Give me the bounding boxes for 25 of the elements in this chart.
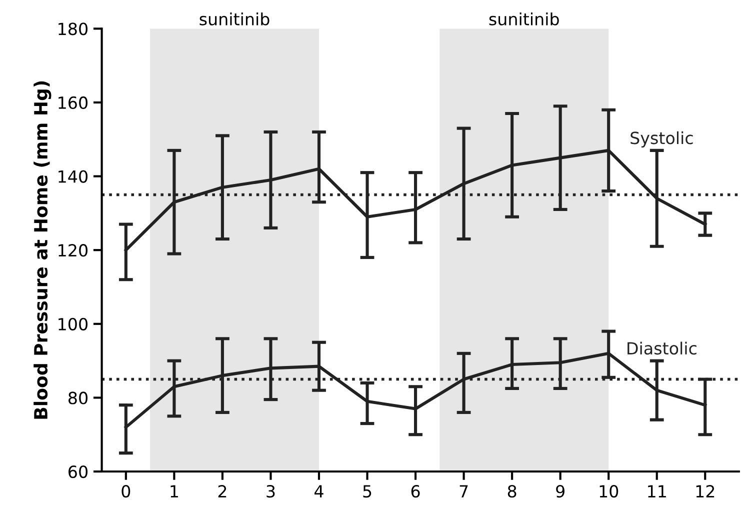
x-tick-label: 7 xyxy=(460,485,468,498)
x-tick-label: 2 xyxy=(218,484,226,498)
x-tick-label: 6 xyxy=(411,484,420,498)
x-tick-label: 11 xyxy=(648,485,666,498)
series-label: Systolic xyxy=(630,131,693,148)
x-tick-label: 0 xyxy=(122,484,130,498)
y-tick-label: 60 xyxy=(68,465,88,478)
y-tick-label: 80 xyxy=(68,392,88,404)
y-tick-label: 180 xyxy=(58,22,88,36)
y-tick-label: 120 xyxy=(58,244,88,257)
band-label: sunitinib xyxy=(489,12,559,26)
x-tick-label: 8 xyxy=(508,484,516,498)
x-tick-label: 9 xyxy=(556,484,564,498)
y-tick-label: 140 xyxy=(58,170,88,183)
y-axis-title: Blood Pressure at Home (mm Hg) xyxy=(34,81,52,419)
band-label: sunitinib xyxy=(200,12,270,26)
x-tick-label: 12 xyxy=(696,484,714,498)
y-tick-label: 100 xyxy=(58,318,88,330)
x-tick-label: 3 xyxy=(266,484,275,498)
x-tick-label: 4 xyxy=(314,485,324,498)
x-tick-label: 1 xyxy=(170,485,178,498)
x-tick-label: 10 xyxy=(600,484,618,498)
y-tick-label: 160 xyxy=(58,96,88,110)
series-label: Diastolic xyxy=(628,342,696,355)
x-tick-label: 5 xyxy=(363,485,372,498)
